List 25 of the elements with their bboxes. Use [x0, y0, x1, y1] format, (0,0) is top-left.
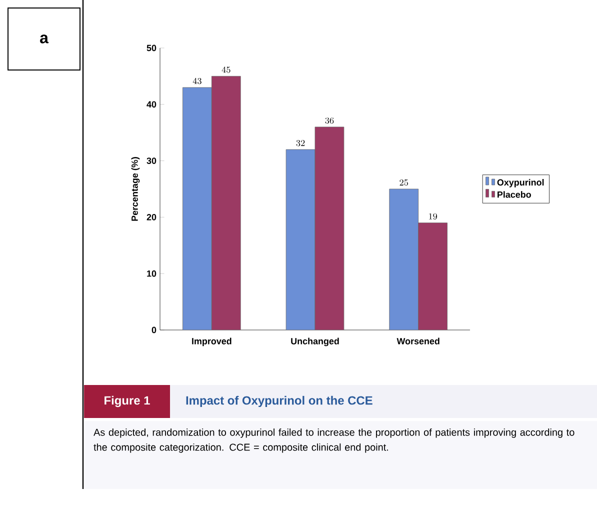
legend-label: Placebo: [498, 191, 531, 198]
caption: Figure 1: [104, 396, 150, 408]
text: Impact of Oxypurinol on the CCE: [186, 396, 372, 408]
data-label: 32: [296, 140, 305, 146]
y-tick-label: 0: [152, 326, 156, 334]
y-axis-title: Percentage (%): [131, 157, 140, 221]
x-tick-label: Unchanged: [291, 338, 339, 346]
text: a: [40, 34, 49, 44]
x-tick-label: Improved: [192, 338, 232, 346]
data-label: 19: [429, 213, 438, 220]
x-tick-label: Worsened: [396, 338, 440, 344]
data-label: 25: [400, 180, 408, 186]
data-label: 36: [325, 117, 334, 124]
y-tick-label: 50: [146, 44, 156, 52]
legend-label: Oxypurinol: [497, 179, 544, 188]
bar: [211, 76, 241, 330]
y-tick-label: 20: [146, 214, 156, 220]
data-label: 43: [192, 78, 202, 84]
data-label: 45: [222, 66, 230, 73]
bar: [314, 126, 344, 330]
text: As depicted, randomization to oxypurinol failed to increase the proportion of patients improving according to the composite categorization. CCE = composite clinical end point.: [94, 428, 574, 453]
bar: [418, 222, 448, 330]
y-tick-label: 30: [146, 158, 156, 164]
y-tick-label: 40: [146, 101, 156, 108]
y-tick-label: 10: [147, 270, 156, 277]
